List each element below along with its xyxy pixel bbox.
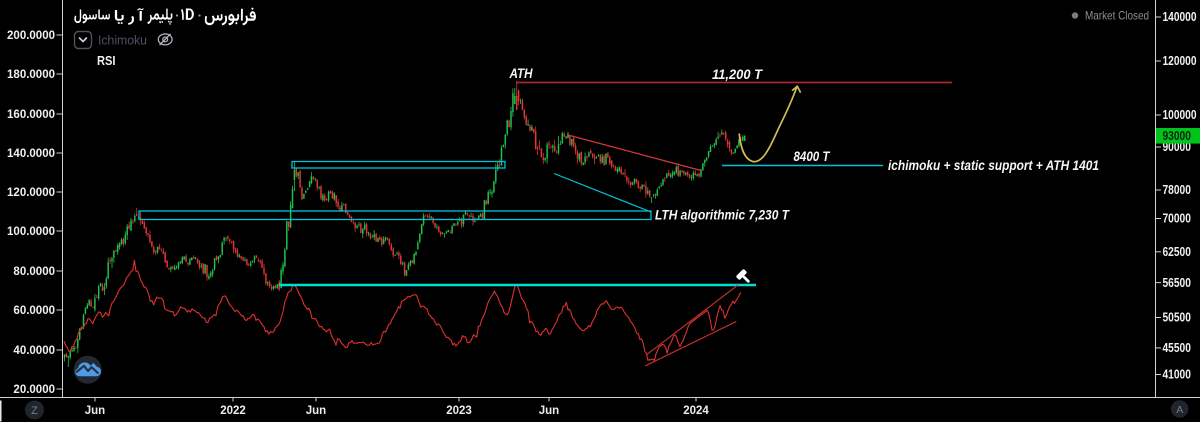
svg-text:40.0000: 40.0000 [13, 345, 55, 357]
svg-text:120.0000: 120.0000 [7, 187, 55, 199]
svg-text:100000: 100000 [1163, 108, 1197, 122]
svg-text:50500: 50500 [1163, 311, 1191, 325]
svg-text:Jun: Jun [85, 405, 105, 417]
svg-text:ichimoku + static support + AT: ichimoku + static support + ATH 1401 [888, 158, 1099, 173]
svg-text:A: A [1176, 404, 1183, 416]
svg-text:200.0000: 200.0000 [7, 30, 55, 42]
svg-text:160.0000: 160.0000 [7, 109, 55, 121]
svg-text:Jun: Jun [539, 405, 559, 417]
svg-text:41000: 41000 [1163, 368, 1191, 382]
svg-text:Ichimoku: Ichimoku [98, 33, 147, 48]
svg-text:8400 T: 8400 T [794, 149, 832, 164]
svg-text:Jun: Jun [306, 405, 326, 417]
svg-text:RSI: RSI [97, 54, 116, 68]
svg-text:60.0000: 60.0000 [13, 305, 55, 317]
svg-text:80.0000: 80.0000 [13, 266, 55, 278]
svg-text:93000: 93000 [1163, 129, 1191, 143]
svg-text:140.0000: 140.0000 [7, 148, 55, 160]
svg-text:120000: 120000 [1163, 54, 1197, 68]
svg-text:45500: 45500 [1163, 341, 1191, 355]
svg-text:180.0000: 180.0000 [7, 69, 55, 81]
svg-text:11,200 T: 11,200 T [712, 67, 764, 82]
svg-text:Z: Z [31, 405, 38, 417]
svg-text:100.0000: 100.0000 [7, 226, 55, 238]
svg-text:56500: 56500 [1163, 276, 1191, 290]
svg-text:90000: 90000 [1163, 140, 1191, 154]
svg-text:20.0000: 20.0000 [13, 384, 55, 396]
svg-text:2024: 2024 [683, 405, 709, 417]
svg-text:2022: 2022 [220, 405, 246, 417]
svg-text:140000: 140000 [1163, 10, 1197, 24]
svg-text:ATH: ATH [509, 66, 533, 81]
svg-text:70000: 70000 [1163, 212, 1191, 226]
svg-text:62500: 62500 [1163, 245, 1191, 259]
svg-text:2023: 2023 [446, 405, 472, 417]
svg-text:Market Closed: Market Closed [1085, 9, 1149, 23]
svg-text:78000: 78000 [1163, 183, 1191, 197]
svg-text:LTH algorithmic 7,230 T: LTH algorithmic 7,230 T [655, 208, 791, 223]
